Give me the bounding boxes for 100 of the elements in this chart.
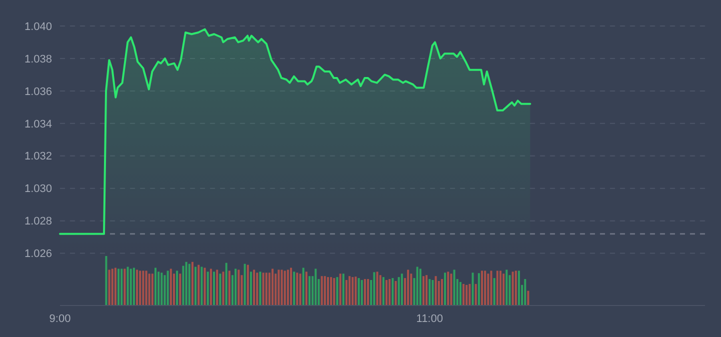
bar: [386, 280, 388, 305]
bar: [324, 276, 326, 305]
bar: [302, 268, 304, 305]
bar: [142, 270, 144, 305]
bar: [145, 270, 148, 305]
bar: [219, 274, 222, 305]
bar: [308, 276, 310, 305]
bar: [428, 279, 431, 305]
bar: [364, 279, 366, 305]
bar: [253, 270, 256, 305]
bar: [320, 276, 323, 305]
bar: [382, 277, 384, 305]
bar: [496, 270, 498, 305]
y-tick-label: 1.036: [24, 86, 52, 98]
bar: [222, 272, 224, 305]
bar: [170, 268, 172, 305]
bar: [352, 277, 354, 305]
bar: [339, 274, 342, 305]
bar: [444, 272, 446, 305]
bar: [250, 272, 252, 305]
bar: [256, 272, 258, 305]
bar: [280, 270, 283, 305]
bar: [367, 279, 370, 305]
bar: [132, 268, 135, 305]
bar: [524, 279, 526, 305]
bar: [228, 270, 230, 305]
bar: [373, 272, 376, 305]
x-tick-label: 11:00: [416, 313, 443, 325]
bar: [440, 279, 443, 305]
bar: [182, 266, 184, 305]
y-tick-label: 1.038: [24, 53, 52, 66]
bar: [518, 270, 520, 305]
bar: [392, 278, 394, 305]
bar: [198, 264, 200, 305]
y-tick-label: 1.026: [24, 248, 52, 260]
bar: [410, 274, 412, 305]
bar: [188, 264, 190, 305]
bar: [379, 275, 382, 305]
bar: [462, 284, 465, 305]
bar: [111, 268, 114, 305]
bar: [474, 284, 477, 305]
bar: [290, 268, 292, 305]
y-tick-label: 1.032: [24, 150, 52, 163]
bar: [348, 276, 351, 305]
bar: [108, 270, 110, 305]
bar: [330, 277, 332, 305]
bar: [472, 272, 474, 305]
bar: [114, 268, 116, 305]
bar: [191, 262, 194, 305]
bar: [388, 279, 391, 305]
bar: [487, 274, 490, 305]
bar: [246, 264, 249, 305]
bar: [450, 274, 452, 305]
bar: [326, 277, 329, 305]
bar: [194, 266, 197, 305]
bar: [166, 270, 169, 305]
bar: [342, 274, 344, 305]
bar: [394, 280, 397, 305]
bar: [151, 274, 154, 305]
bar: [490, 270, 492, 305]
bar: [204, 268, 206, 305]
bar: [336, 277, 338, 305]
bar: [154, 268, 156, 305]
bar: [286, 270, 289, 305]
bar: [360, 280, 363, 305]
bar: [176, 270, 178, 305]
bar: [120, 268, 123, 305]
bar: [179, 274, 182, 305]
bar: [422, 276, 424, 305]
bar: [305, 272, 308, 305]
bar: [447, 272, 450, 305]
bar: [105, 256, 108, 305]
bar: [502, 274, 505, 305]
bar: [185, 262, 188, 305]
bar: [158, 272, 160, 305]
bar: [466, 284, 468, 305]
bar: [480, 270, 483, 305]
bar: [358, 278, 360, 305]
bar: [278, 270, 280, 305]
bar: [160, 272, 163, 305]
bar: [398, 277, 400, 305]
bar: [432, 280, 434, 305]
bar: [478, 273, 480, 305]
bar: [272, 268, 274, 305]
x-tick-label: 9:00: [49, 313, 71, 325]
bar: [514, 270, 517, 305]
bar: [118, 268, 120, 305]
bar: [407, 270, 410, 305]
y-tick-label: 1.034: [24, 118, 52, 130]
bar: [484, 270, 486, 305]
bar: [259, 272, 262, 305]
bar: [400, 274, 403, 305]
bar: [416, 266, 418, 305]
bar: [333, 278, 336, 305]
bar: [124, 268, 126, 305]
bar: [426, 275, 428, 305]
bar: [126, 266, 129, 305]
y-tick-label: 1.028: [24, 216, 52, 228]
bar: [262, 272, 264, 305]
bar: [468, 284, 471, 305]
